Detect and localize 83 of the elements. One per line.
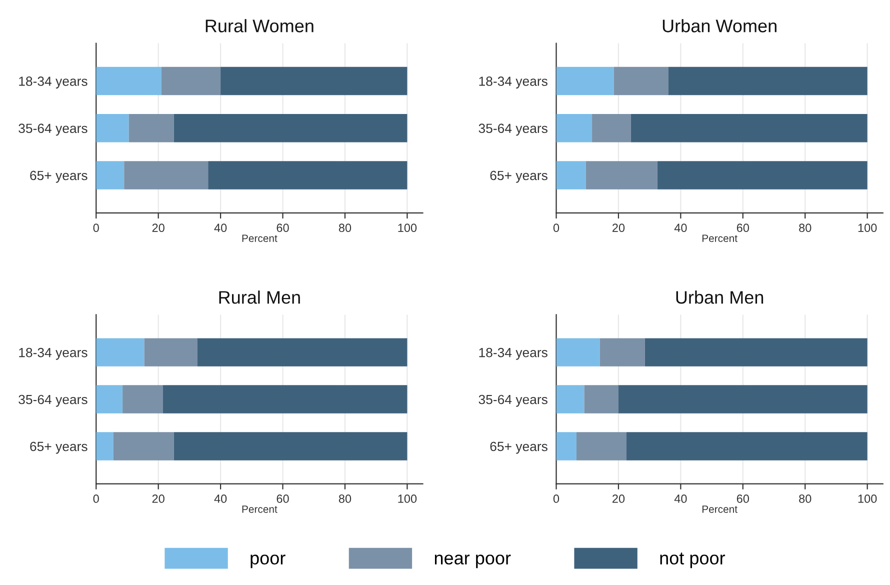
y-tick-label: 35-64 years [18, 394, 88, 407]
bar [586, 161, 658, 190]
y-tick-label: 65+ years [30, 170, 88, 183]
bar [556, 66, 614, 96]
x-tick-label: 80 [799, 494, 812, 503]
chart-title: Rural Men [219, 290, 300, 304]
chart-title: Urban Women [662, 19, 776, 32]
x-tick-label: 60 [736, 224, 749, 232]
bar [584, 385, 618, 414]
bar [144, 338, 198, 366]
x-tick-label: 80 [338, 224, 352, 232]
bar [668, 66, 868, 96]
x-tick-label: 40 [214, 494, 227, 503]
bar [174, 114, 408, 142]
bar [556, 114, 592, 142]
bar [124, 161, 208, 190]
x-tick-label: 0 [93, 494, 99, 503]
y-tick-label: 35-64 years [478, 124, 548, 136]
x-tick-label: 40 [674, 224, 687, 232]
y-tick-label: 65+ years [490, 442, 548, 454]
bar [600, 338, 645, 366]
bar [174, 432, 408, 460]
x-tick-label: 80 [338, 494, 352, 503]
x-tick-label: 40 [214, 224, 227, 232]
bar [197, 338, 408, 366]
y-tick-label: 18-34 years [479, 348, 548, 360]
bar [128, 114, 174, 142]
bar [657, 161, 868, 190]
x-tick-label: 100 [398, 494, 417, 503]
bar [556, 338, 600, 366]
x-tick-label: 20 [152, 494, 164, 503]
bar [220, 66, 408, 96]
bar [122, 385, 163, 414]
x-tick-label: 80 [799, 224, 812, 232]
x-axis-title: Percent [242, 234, 278, 242]
legend-label: poor [250, 554, 286, 568]
bar [556, 385, 584, 414]
x-tick-label: 20 [612, 494, 625, 503]
bar [96, 338, 144, 366]
x-tick-label: 20 [612, 224, 625, 232]
y-tick-label: 18-34 years [19, 76, 88, 89]
x-tick-label: 0 [93, 224, 99, 232]
legend-label: not poor [660, 552, 726, 568]
x-tick-label: 0 [553, 224, 560, 232]
bar [96, 385, 123, 414]
y-tick-label: 35-64 years [18, 124, 88, 136]
x-axis-title: Percent [242, 506, 278, 513]
bar [614, 66, 668, 96]
chart-title: Urban Men [676, 290, 764, 304]
bar [96, 161, 124, 190]
x-axis-title: Percent [702, 506, 738, 513]
bar [96, 66, 162, 96]
x-tick-label: 100 [858, 494, 877, 503]
x-tick-label: 100 [398, 224, 417, 232]
y-tick-label: 18-34 years [19, 348, 88, 360]
x-tick-label: 60 [736, 494, 749, 503]
y-tick-label: 35-64 years [478, 394, 548, 407]
x-axis-title: Percent [702, 234, 738, 242]
bar [576, 432, 626, 460]
y-tick-label: 65+ years [30, 442, 88, 454]
bar [556, 161, 586, 190]
bar [163, 385, 408, 414]
bar [113, 432, 174, 460]
bar [618, 385, 868, 414]
x-tick-label: 0 [553, 494, 560, 503]
y-tick-label: 18-34 years [479, 76, 548, 89]
bar [592, 114, 631, 142]
x-tick-label: 60 [276, 494, 289, 503]
bar [630, 114, 868, 142]
bar [556, 432, 576, 460]
x-tick-label: 60 [276, 224, 289, 232]
x-tick-label: 40 [674, 494, 687, 503]
bar [96, 114, 129, 142]
bar [161, 66, 221, 96]
x-tick-label: 100 [858, 224, 877, 232]
bar [208, 161, 408, 190]
y-tick-label: 65+ years [490, 170, 548, 183]
bar [96, 432, 114, 460]
bar [644, 338, 868, 366]
chart-title: Rural Women [206, 19, 314, 32]
bar [626, 432, 868, 460]
legend-label: near poor [434, 554, 511, 568]
x-tick-label: 20 [152, 224, 164, 232]
